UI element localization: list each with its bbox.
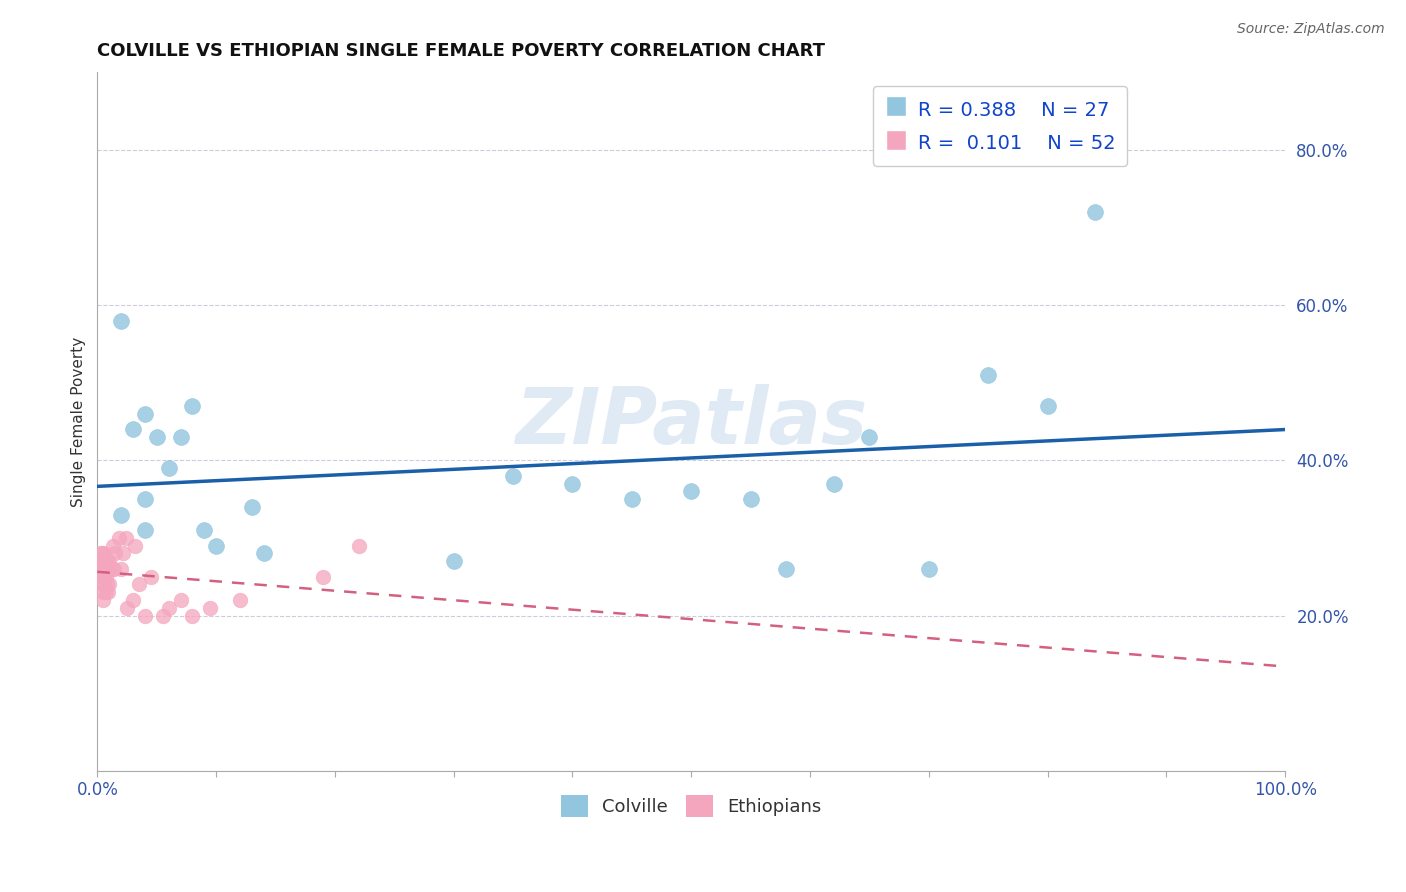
Point xyxy=(94,585,117,599)
Point xyxy=(91,570,114,584)
Point xyxy=(101,539,124,553)
Point xyxy=(91,577,114,591)
Point xyxy=(104,546,127,560)
Point xyxy=(110,508,132,522)
Point xyxy=(91,562,114,576)
Point xyxy=(96,577,118,591)
Point xyxy=(253,546,276,560)
Point xyxy=(91,554,114,568)
Point xyxy=(181,399,204,413)
Point xyxy=(502,468,524,483)
Point xyxy=(112,546,135,560)
Point xyxy=(205,539,228,553)
Point xyxy=(90,546,112,560)
Point xyxy=(169,593,191,607)
Point xyxy=(91,593,114,607)
Point xyxy=(97,585,120,599)
Point xyxy=(157,461,180,475)
Point xyxy=(134,407,156,421)
Text: Source: ZipAtlas.com: Source: ZipAtlas.com xyxy=(1237,22,1385,37)
Point xyxy=(1084,205,1107,219)
Point xyxy=(145,430,167,444)
Point xyxy=(91,554,114,568)
Point xyxy=(134,608,156,623)
Point xyxy=(115,531,138,545)
Point xyxy=(122,422,145,436)
Point xyxy=(240,500,263,514)
Point xyxy=(681,484,703,499)
Point xyxy=(96,554,118,568)
Point xyxy=(90,554,112,568)
Point xyxy=(98,577,121,591)
Point xyxy=(775,562,797,576)
Point xyxy=(91,562,114,576)
Point xyxy=(94,562,117,576)
Point xyxy=(110,314,132,328)
Point xyxy=(134,523,156,537)
Point xyxy=(443,554,465,568)
Point xyxy=(169,430,191,444)
Point xyxy=(1036,399,1059,413)
Point xyxy=(312,570,335,584)
Point xyxy=(94,570,117,584)
Point xyxy=(91,546,114,560)
Point xyxy=(858,430,880,444)
Point xyxy=(823,476,845,491)
Legend: Colville, Ethiopians: Colville, Ethiopians xyxy=(554,788,830,824)
Text: ZIPatlas: ZIPatlas xyxy=(515,384,868,459)
Point xyxy=(91,585,114,599)
Point xyxy=(107,531,129,545)
Point xyxy=(561,476,583,491)
Point xyxy=(91,554,114,568)
Point xyxy=(89,554,111,568)
Point xyxy=(139,570,162,584)
Point xyxy=(98,554,121,568)
Point xyxy=(93,577,115,591)
Point xyxy=(918,562,941,576)
Point xyxy=(91,546,114,560)
Point xyxy=(152,608,174,623)
Point xyxy=(91,562,114,576)
Point xyxy=(157,600,180,615)
Point xyxy=(181,608,204,623)
Point xyxy=(193,523,215,537)
Point xyxy=(94,554,117,568)
Point xyxy=(90,562,112,576)
Point xyxy=(347,539,370,553)
Point xyxy=(100,562,122,576)
Point xyxy=(89,554,111,568)
Point xyxy=(97,562,120,576)
Point xyxy=(103,562,125,576)
Point xyxy=(128,577,150,591)
Point xyxy=(134,492,156,507)
Point xyxy=(620,492,643,507)
Y-axis label: Single Female Poverty: Single Female Poverty xyxy=(72,336,86,507)
Point xyxy=(977,368,1000,382)
Point xyxy=(91,570,114,584)
Point xyxy=(124,539,146,553)
Text: COLVILLE VS ETHIOPIAN SINGLE FEMALE POVERTY CORRELATION CHART: COLVILLE VS ETHIOPIAN SINGLE FEMALE POVE… xyxy=(97,42,825,60)
Point xyxy=(200,600,222,615)
Point xyxy=(93,554,115,568)
Point xyxy=(229,593,252,607)
Point xyxy=(110,562,132,576)
Point xyxy=(740,492,762,507)
Point xyxy=(115,600,138,615)
Point xyxy=(122,593,145,607)
